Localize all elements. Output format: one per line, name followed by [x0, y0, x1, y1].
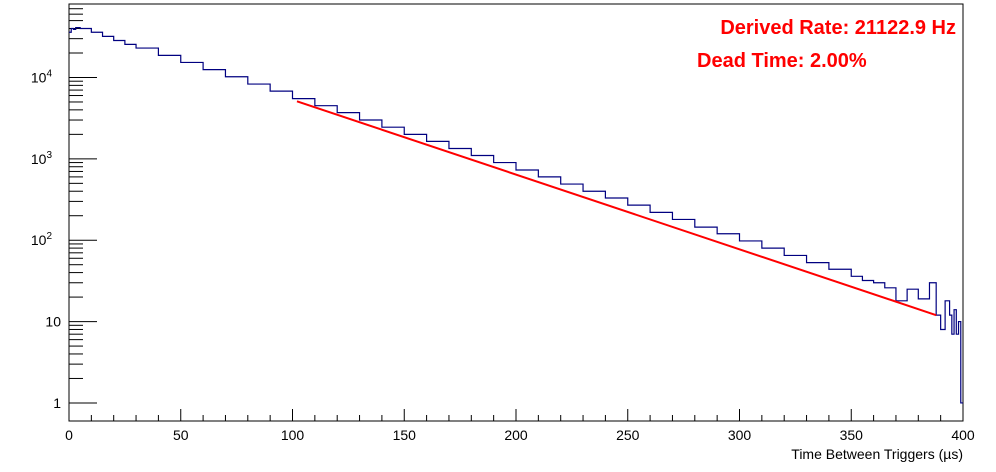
y-tick-label: 1: [53, 395, 61, 411]
x-tick-label: 0: [65, 427, 73, 443]
x-tick-label: 50: [173, 427, 189, 443]
x-tick-label: 300: [728, 427, 752, 443]
y-tick-exponent: 2: [46, 231, 52, 242]
annotation-dead-time: Dead Time: 2.00%: [697, 50, 867, 72]
x-tick-label: 350: [840, 427, 864, 443]
x-tick-label: 100: [281, 427, 305, 443]
x-tick-label: 400: [951, 427, 975, 443]
y-tick-exponent: 3: [46, 150, 52, 161]
x-tick-label: 200: [504, 427, 528, 443]
x-tick-label: 250: [616, 427, 640, 443]
fit-series-line: [296, 100, 937, 317]
annotation-derived-rate: Derived Rate: 21122.9 Hz: [720, 17, 956, 39]
y-tick-label: 10: [45, 314, 61, 330]
x-axis-title: Time Between Triggers (µs): [791, 446, 963, 462]
x-tick-label: 150: [393, 427, 417, 443]
histogram-series-line: [69, 27, 963, 404]
y-tick-exponent: 4: [46, 68, 52, 79]
